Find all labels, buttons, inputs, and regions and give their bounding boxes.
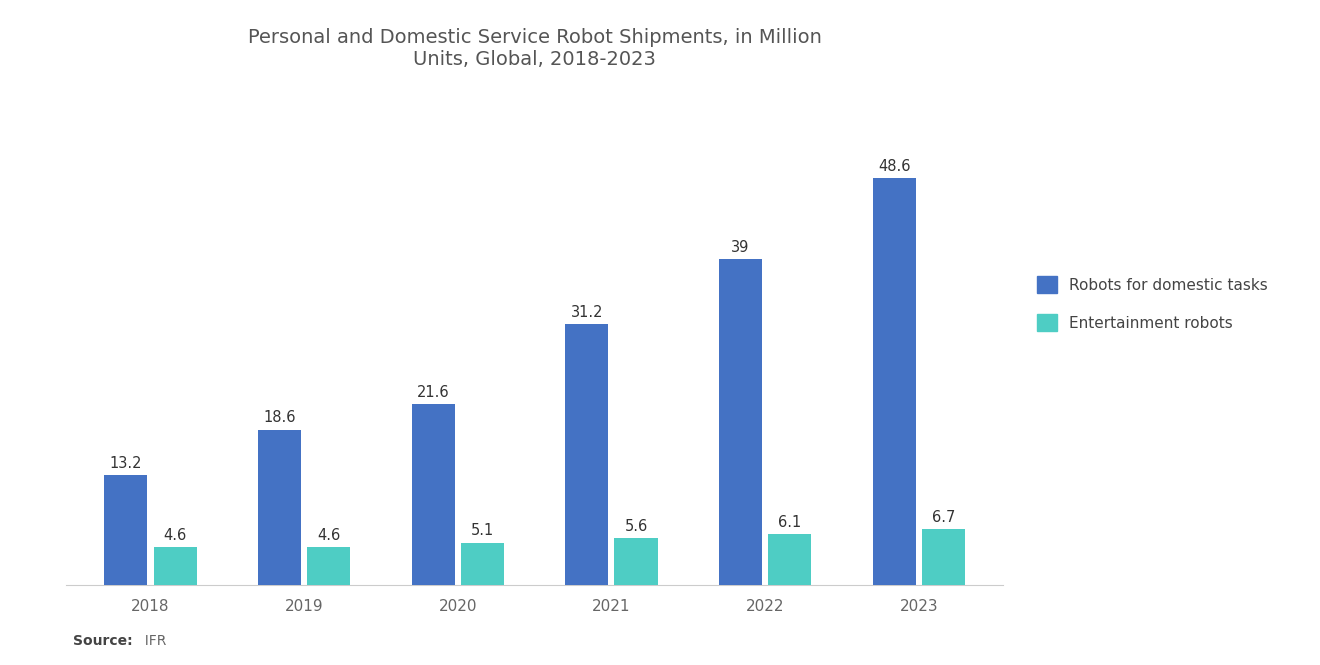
- Bar: [461, 543, 504, 585]
- Text: 18.6: 18.6: [263, 410, 296, 426]
- Bar: [768, 534, 812, 585]
- Bar: [412, 404, 454, 585]
- Bar: [719, 259, 762, 585]
- Text: IFR: IFR: [136, 634, 166, 648]
- Text: 31.2: 31.2: [570, 305, 603, 320]
- Text: 39: 39: [731, 239, 750, 255]
- Bar: [565, 324, 609, 585]
- Text: 6.7: 6.7: [932, 510, 954, 525]
- Legend: Robots for domestic tasks, Entertainment robots: Robots for domestic tasks, Entertainment…: [1030, 269, 1275, 338]
- Text: 13.2: 13.2: [110, 456, 143, 471]
- Bar: [104, 475, 148, 585]
- Bar: [153, 547, 197, 585]
- Text: 4.6: 4.6: [164, 527, 186, 543]
- Text: Source:: Source:: [73, 634, 132, 648]
- Text: 21.6: 21.6: [417, 385, 450, 400]
- Text: 5.1: 5.1: [471, 523, 494, 539]
- Text: 4.6: 4.6: [317, 527, 341, 543]
- Bar: [921, 529, 965, 585]
- Bar: [873, 178, 916, 585]
- Text: 48.6: 48.6: [878, 159, 911, 174]
- Text: 6.1: 6.1: [777, 515, 801, 530]
- Bar: [257, 430, 301, 585]
- Bar: [615, 539, 657, 585]
- Text: 5.6: 5.6: [624, 519, 648, 534]
- Title: Personal and Domestic Service Robot Shipments, in Million
Units, Global, 2018-20: Personal and Domestic Service Robot Ship…: [248, 28, 821, 69]
- Bar: [308, 547, 350, 585]
